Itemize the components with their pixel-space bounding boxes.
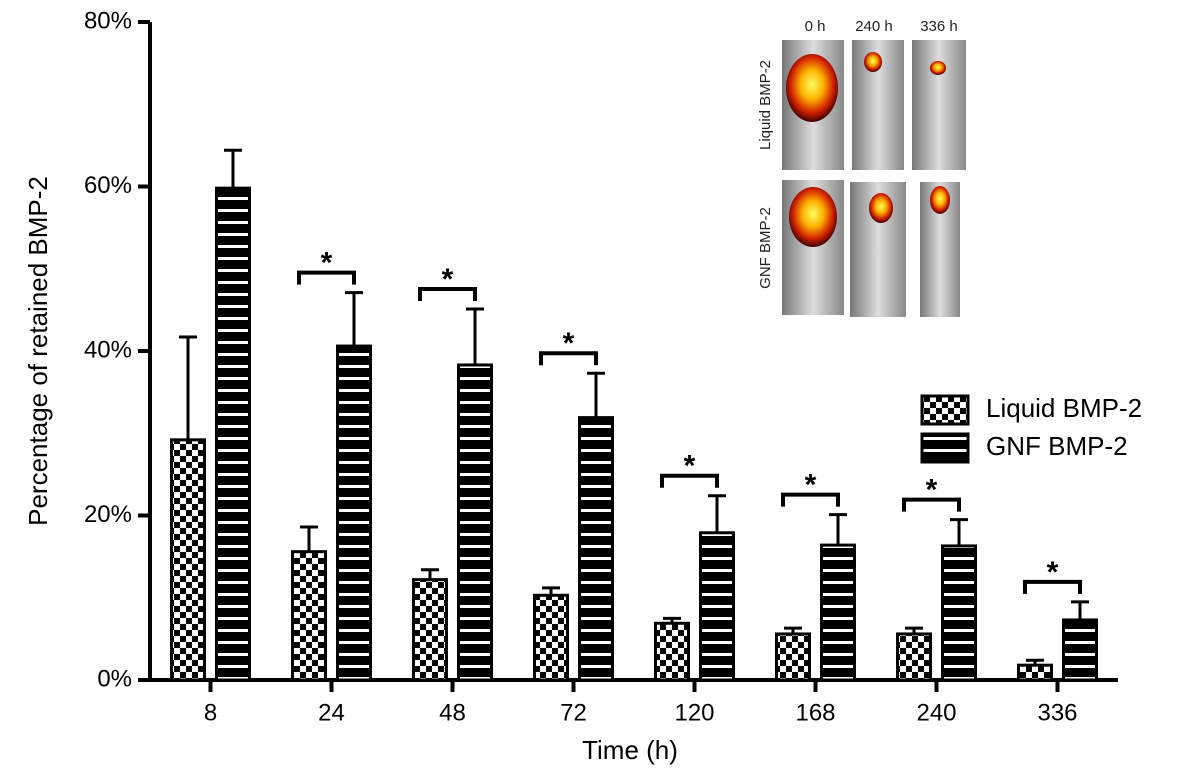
y-axis-title: Percentage of retained BMP-2	[23, 176, 53, 526]
significance-label: *	[1047, 556, 1059, 589]
x-tick-label: 24	[318, 699, 345, 726]
bar	[941, 544, 977, 682]
inset-row-label: GNF BMP-2	[757, 207, 774, 289]
x-tick-label: 8	[204, 699, 217, 726]
significance-bracket	[297, 270, 356, 285]
significance-bracket	[539, 351, 598, 366]
significance-label: *	[321, 247, 333, 280]
significance-label: *	[684, 450, 696, 483]
bar	[1017, 663, 1053, 682]
y-tick-label: 40%	[84, 336, 132, 363]
legend-label: GNF BMP-2	[986, 431, 1128, 461]
x-tick-label: 120	[674, 699, 714, 726]
bar	[578, 416, 614, 682]
inset-column-label: 336 h	[920, 18, 958, 35]
x-axis-title: Time (h)	[582, 735, 678, 765]
y-tick-label: 0%	[97, 665, 132, 692]
significance-bracket	[1023, 579, 1082, 594]
bar	[412, 578, 448, 682]
inset-row-label: Liquid BMP-2	[757, 60, 774, 150]
significance-bracket	[660, 473, 719, 488]
significance-bracket	[418, 287, 477, 302]
bar	[654, 621, 690, 682]
bar	[170, 438, 206, 682]
bar	[1062, 618, 1098, 682]
significance-label: *	[563, 327, 575, 360]
significance-bracket	[781, 492, 840, 507]
x-tick-label: 168	[795, 699, 835, 726]
bar	[336, 344, 372, 682]
legend-swatch	[920, 432, 970, 464]
significance-label: *	[926, 474, 938, 507]
x-tick-label: 72	[560, 699, 587, 726]
legend-label: Liquid BMP-2	[986, 393, 1142, 423]
significance-label: *	[442, 263, 454, 296]
bar	[215, 186, 251, 682]
inset-image	[782, 40, 966, 317]
x-tick-label: 336	[1037, 699, 1077, 726]
bar	[457, 363, 493, 682]
bar	[775, 632, 811, 682]
significance-bracket	[902, 497, 961, 512]
bar	[291, 550, 327, 682]
bar	[699, 531, 735, 682]
inset-column-label: 240 h	[855, 18, 893, 35]
y-tick-label: 80%	[84, 7, 132, 34]
inset-column-label: 0 h	[805, 18, 826, 35]
y-tick-label: 60%	[84, 172, 132, 199]
bar	[533, 593, 569, 682]
bar	[820, 543, 856, 682]
y-tick-label: 20%	[84, 501, 132, 528]
significance-label: *	[805, 469, 817, 502]
legend-swatch	[920, 394, 970, 426]
bar	[896, 632, 932, 682]
x-tick-label: 48	[439, 699, 466, 726]
x-tick-label: 240	[916, 699, 956, 726]
